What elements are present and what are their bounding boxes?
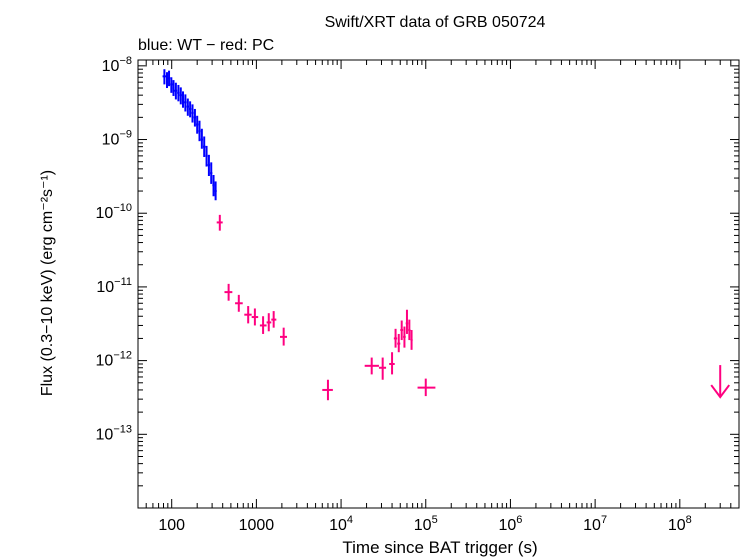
data-point [235,294,243,312]
data-point [191,104,194,123]
y-tick-label: 10−11 [96,276,132,296]
data-point [216,214,223,231]
data-point [417,378,436,397]
data-point [364,357,379,375]
data-point [184,94,187,112]
data-point [271,311,277,328]
x-tick-label: 108 [668,514,692,534]
data-point [212,175,215,197]
data-point [397,333,401,353]
data-point [162,69,167,85]
data-point [389,352,395,375]
data-point [200,128,203,149]
data-point [172,80,175,96]
data-point [393,328,398,348]
data-point [186,98,189,116]
axis-layer: 100 1000 104 105 106 107 108 10−8 10−9 10−10 10−11… [96,55,740,534]
x-tick-label: 1000 [239,517,275,534]
data-point [251,308,259,326]
data-point [207,154,211,176]
data-point [198,120,201,142]
x-tick-label: 107 [583,514,607,534]
data-point [400,320,404,341]
data-layer [162,69,731,401]
x-tick-label: 104 [329,514,353,534]
chart-subtitle: blue: WT − red: PC [138,37,274,54]
data-point [181,91,185,108]
y-tick-label: 10−8 [102,55,132,75]
data-point [196,115,199,134]
data-point [210,162,213,184]
data-point [179,87,182,105]
y-axis-label: Flux (0.3−10 keV) (erg cm⁻²s⁻¹) [39,170,56,396]
data-point [244,306,252,324]
y-tick-label: 10−12 [96,350,132,370]
data-point [202,136,206,157]
y-tick-label: 10−10 [96,202,132,222]
data-point [224,283,233,301]
data-point [403,326,406,348]
data-point [205,145,208,167]
data-point [279,327,288,346]
y-tick-label: 10−9 [102,129,132,149]
data-point [193,108,197,127]
data-point [405,309,409,334]
series-pc [216,214,436,401]
data-point [408,319,411,341]
data-point [410,330,413,350]
data-point [165,72,168,89]
data-point [259,316,267,334]
data-point [167,70,171,87]
y-tick-label: 10−13 [96,423,132,443]
data-point [266,313,272,332]
data-point [170,77,173,93]
chart-title: Swift/XRT data of GRB 050724 [325,14,546,31]
x-tick-label: 105 [414,514,438,534]
series-wt [162,69,217,201]
upper-limit-head [710,384,731,399]
data-point [378,357,387,380]
data-point [188,101,192,118]
plot-frame [137,59,740,509]
data-point [214,181,217,201]
data-point [322,379,333,401]
data-point [174,82,178,100]
x-tick-label: 100 [158,517,185,534]
x-axis-label: Time since BAT trigger (s) [342,538,537,557]
upper-limit-arrow [710,365,731,399]
x-tick-label: 106 [498,514,522,534]
data-point [177,84,180,102]
